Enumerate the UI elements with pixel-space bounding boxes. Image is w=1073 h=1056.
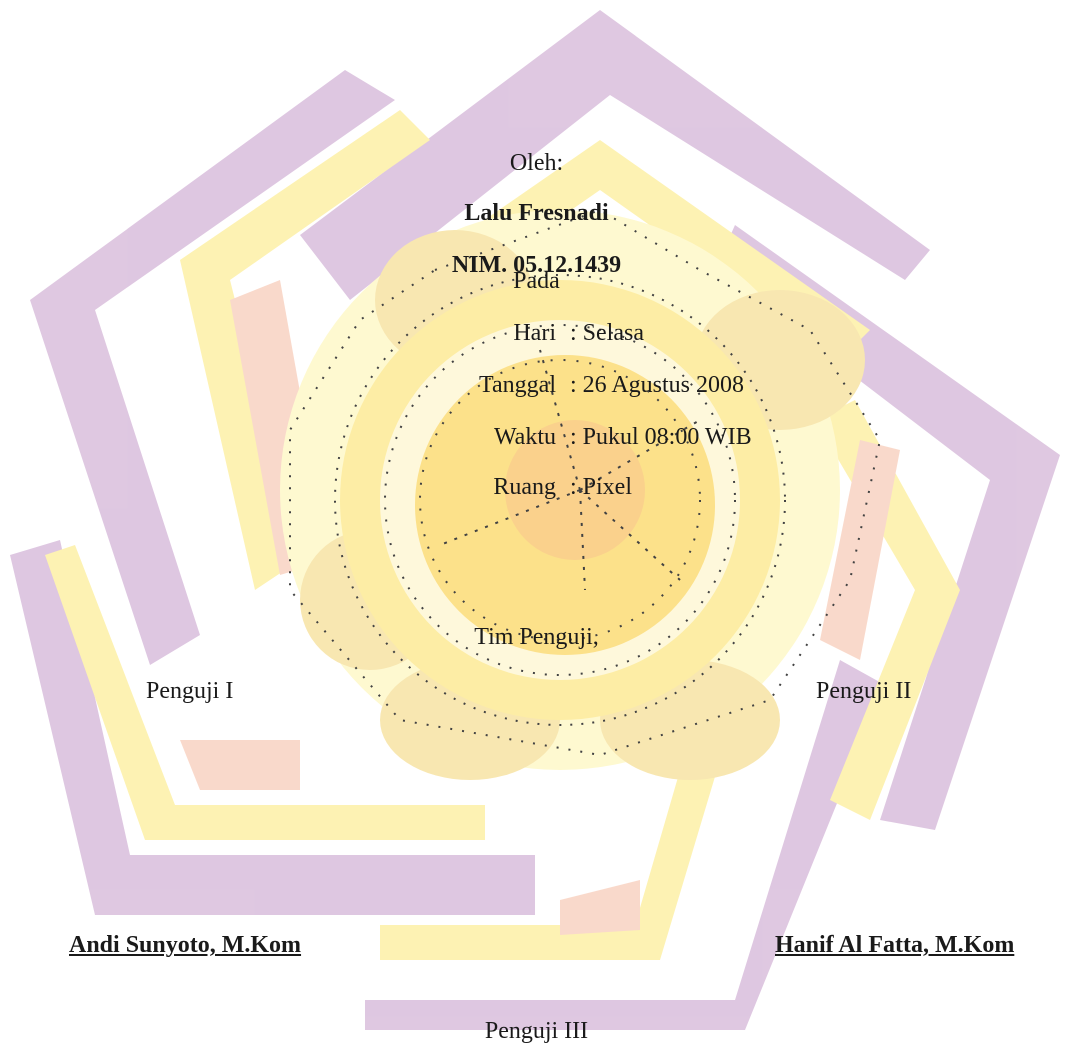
penguji-3-label: Penguji III [484, 1018, 589, 1044]
penguji-2-name: Hanif Al Fatta, M.Kom [775, 932, 1015, 958]
oleh-label: Oleh: [509, 150, 564, 176]
schedule-row-hari: Hari : Selasa [0, 318, 1073, 348]
schedule-value-tanggal: : 26 Agustus 2008 [570, 372, 745, 398]
schedule-label-hari: Hari [513, 320, 556, 346]
penguji-1-label: Penguji I [146, 678, 234, 704]
schedule-row-ruang: Ruang : Pixel [0, 472, 1073, 502]
pada-label: Pada [513, 268, 560, 294]
schedule-label-ruang: Ruang [493, 474, 556, 500]
penguji-1-name: Andi Sunyoto, M.Kom [69, 932, 302, 958]
author-nim: NIM. 05.12.1439 [451, 252, 622, 278]
schedule-value-ruang: : Pixel [570, 474, 633, 500]
schedule-value-waktu: : Pukul 08:00 WIB [570, 424, 752, 450]
penguji-2-label: Penguji II [816, 678, 912, 704]
schedule-row-tanggal: Tanggal : 26 Agustus 2008 [0, 370, 1073, 400]
team-title: Tim Penguji, [474, 624, 599, 650]
schedule-label-waktu: Waktu [493, 424, 556, 450]
schedule-row-waktu: Waktu : Pukul 08:00 WIB [0, 422, 1073, 452]
author-name: Lalu Fresnadi [464, 200, 609, 226]
schedule-value-hari: : Selasa [570, 320, 644, 346]
schedule-label-tanggal: Tanggal [479, 372, 556, 398]
